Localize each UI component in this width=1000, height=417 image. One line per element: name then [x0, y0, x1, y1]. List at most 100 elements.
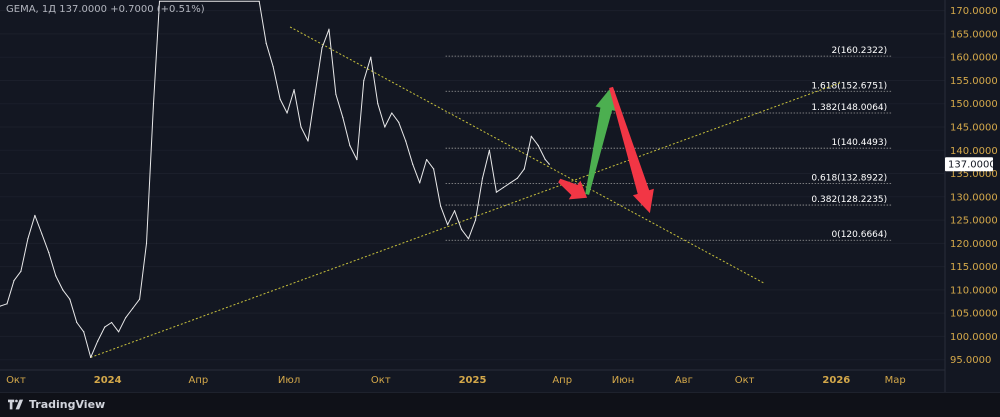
grid-lines — [0, 10, 945, 361]
price-point — [13, 279, 15, 282]
time-tick-label: 2026 — [822, 375, 850, 386]
price-point — [460, 228, 463, 230]
price-tick-label: 100.0000 — [950, 332, 998, 343]
tradingview-brand[interactable]: TradingView — [8, 398, 105, 411]
time-tick-label: 2024 — [94, 375, 122, 386]
price-tick-label: 140.0000 — [950, 146, 998, 157]
price-point — [433, 168, 435, 170]
price-point — [335, 93, 337, 96]
price-point — [158, 0, 161, 2]
price-point — [349, 145, 351, 147]
price-point — [279, 98, 281, 100]
time-tick-label: Апр — [552, 375, 572, 386]
price-chart[interactable]: 2(160.2322) 1.618(152.6751) 1.382(148.0064… — [0, 0, 1000, 392]
price-point — [293, 89, 295, 91]
fibonacci-level-label: 1.618(152.6751) — [811, 81, 887, 91]
price-point — [363, 79, 365, 82]
price-tick-label: 150.0000 — [950, 99, 998, 110]
price-point — [34, 214, 36, 217]
fibonacci-level-label: 1.382(148.0064) — [811, 103, 887, 113]
price-point — [440, 205, 442, 207]
time-tick-label: Окт — [735, 375, 755, 386]
price-point — [481, 177, 484, 179]
price-point — [27, 238, 29, 240]
price-point — [544, 158, 546, 161]
price-point — [41, 233, 43, 235]
price-point — [300, 126, 302, 128]
price-point — [6, 303, 8, 305]
tradingview-logo-icon — [8, 399, 24, 410]
price-point — [145, 242, 148, 244]
price-point — [125, 317, 127, 319]
price-point — [272, 65, 274, 68]
price-point — [474, 219, 477, 221]
brand-name: TradingView — [29, 398, 106, 411]
price-point — [446, 224, 449, 226]
price-point — [265, 42, 267, 44]
price-tick-label: 170.0000 — [950, 6, 998, 17]
price-point — [111, 321, 113, 324]
price-series — [0, 0, 550, 358]
price-point — [530, 135, 532, 137]
price-tick-label: 95.0000 — [950, 355, 991, 366]
price-tick-label: 135.0000 — [950, 169, 998, 180]
price-point — [258, 0, 260, 2]
price-tick-label: 130.0000 — [950, 192, 998, 203]
price-point — [321, 47, 323, 49]
price-point — [412, 163, 414, 165]
time-tick-label: Окт — [6, 375, 26, 386]
fibonacci-level-label: 0.618(132.8922) — [811, 173, 887, 183]
price-point — [419, 182, 421, 184]
price-tick-label: 120.0000 — [950, 239, 998, 250]
price-point — [509, 182, 511, 184]
symbol-legend[interactable]: GEMA, 1Д 137.0000 +0.7000 (+0.51%) — [6, 4, 205, 15]
price-point — [118, 331, 120, 333]
price-tick-label: 110.0000 — [950, 285, 998, 296]
price-point — [131, 307, 134, 310]
price-point — [356, 158, 358, 161]
price-point — [48, 252, 50, 254]
price-point — [62, 289, 64, 291]
price-tick-label: 145.0000 — [950, 123, 998, 134]
price-tick-label: 125.0000 — [950, 216, 998, 227]
price-axis-background — [945, 0, 1000, 392]
price-point — [138, 298, 141, 300]
fibonacci-level-label: 0(120.6664) — [831, 230, 887, 240]
interval-label: 1Д — [41, 4, 57, 15]
price-point — [405, 140, 407, 142]
price-point — [391, 112, 393, 114]
price-point — [377, 103, 379, 105]
price-point — [537, 145, 539, 147]
time-tick-label: Авг — [675, 375, 693, 386]
forecast-arrows[interactable] — [558, 86, 654, 214]
price-point — [90, 356, 92, 358]
trendline — [90, 82, 841, 358]
price-point — [152, 103, 155, 105]
price-point — [370, 56, 372, 58]
price-point — [76, 321, 78, 324]
time-tick-label: Июн — [612, 375, 634, 386]
price-point — [523, 168, 525, 170]
time-axis[interactable]: Окт 2024 Апр Июл Окт 2025 Апр Июн Авг Окт 2026 Мар — [0, 369, 945, 386]
fibonacci-level-label: 2(160.2322) — [831, 46, 887, 56]
price-point — [307, 140, 309, 142]
price-point — [55, 275, 57, 277]
price-axis[interactable]: 170.0000 165.0000 160.0000 155.0000 150.0000… — [944, 0, 1000, 392]
last-price-tag — [945, 157, 993, 172]
time-tick-label: Июл — [278, 375, 300, 386]
price-point — [398, 121, 400, 123]
price-point — [104, 326, 106, 328]
price-point — [467, 238, 470, 240]
red-down-arrow — [609, 86, 654, 214]
fibonacci-extension[interactable]: 2(160.2322) 1.618(152.6751) 1.382(148.0064… — [445, 46, 892, 241]
price-point — [488, 149, 491, 151]
green-up-arrow — [585, 87, 617, 195]
price-point — [502, 186, 505, 189]
time-tick-label: Мар — [885, 375, 906, 386]
price-point — [20, 270, 22, 272]
price-point — [286, 112, 288, 114]
price-tick-label: 105.0000 — [950, 309, 998, 320]
price-point — [516, 177, 518, 179]
price-point — [97, 340, 99, 342]
fibonacci-level-label: 1(140.4493) — [831, 138, 887, 148]
